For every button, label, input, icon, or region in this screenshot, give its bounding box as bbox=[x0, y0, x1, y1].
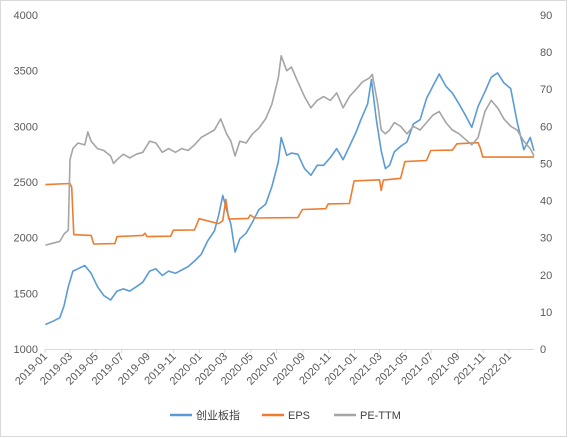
y-tick-label: 4000 bbox=[14, 10, 38, 22]
y2-tick-label: 50 bbox=[540, 158, 552, 170]
series-line-3 bbox=[45, 55, 535, 246]
y-tick-label: 2500 bbox=[14, 177, 38, 189]
y2-tick-label: 10 bbox=[540, 307, 552, 319]
y-tick-label: 1000 bbox=[14, 344, 38, 356]
y2-tick-label: 20 bbox=[540, 270, 552, 282]
y2-tick-label: 70 bbox=[540, 84, 552, 96]
legend-label-3: PE-TTM bbox=[360, 410, 401, 422]
y2-tick-label: 30 bbox=[540, 233, 552, 245]
legend-label-1: 创业板指 bbox=[196, 408, 240, 422]
chart-axes: 1000 1500 2000 2500 3000 3500 4000 0 10 20 30 40 50 6… bbox=[13, 10, 552, 388]
y-tick-label: 3500 bbox=[14, 66, 38, 78]
y2-tick-label: 90 bbox=[540, 10, 552, 22]
y2-tick-label: 0 bbox=[540, 344, 546, 356]
series-line-2 bbox=[45, 141, 534, 245]
series-layer bbox=[45, 55, 535, 326]
y2-tick-label: 40 bbox=[540, 196, 552, 208]
y-tick-label: 3000 bbox=[14, 121, 38, 133]
y2-tick-label: 60 bbox=[540, 121, 552, 133]
legend-label-2: EPS bbox=[288, 410, 310, 422]
y2-tick-label: 80 bbox=[540, 47, 552, 59]
legend: 创业板指 EPS PE-TTM bbox=[170, 408, 401, 422]
series-line-1 bbox=[45, 72, 535, 326]
y-tick-label: 1500 bbox=[14, 288, 38, 300]
y-tick-label: 2000 bbox=[14, 233, 38, 245]
